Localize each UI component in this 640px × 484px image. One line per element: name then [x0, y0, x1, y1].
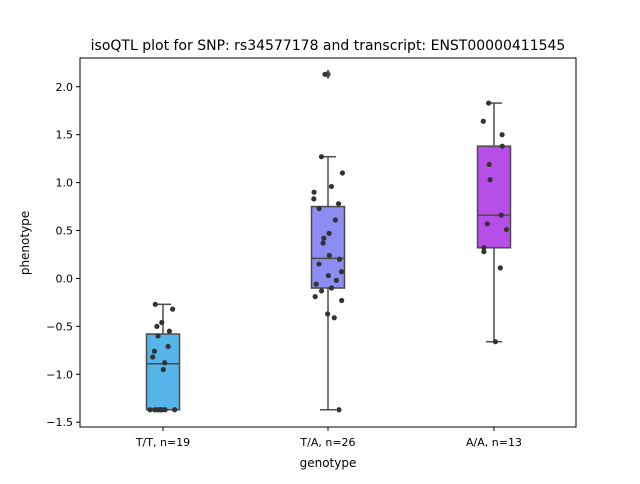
y-tick-label: 1.0 — [56, 177, 74, 190]
plot-area — [145, 69, 512, 413]
data-point — [481, 245, 487, 251]
data-point — [503, 226, 510, 233]
data-point — [331, 315, 337, 321]
data-point — [159, 319, 165, 326]
x-axis-label: genotype — [300, 456, 357, 470]
strip-points — [311, 71, 346, 413]
data-point — [480, 118, 486, 124]
y-axis: −1.5 −1.0 −0.5 0.0 0.5 1.0 1.5 2.0 — [46, 81, 80, 429]
y-tick-label: 1.5 — [56, 129, 74, 142]
chart-title: isoQTL plot for SNP: rs34577178 and tran… — [91, 38, 566, 54]
x-tick-label: T/A, n=26 — [299, 436, 355, 449]
data-point — [311, 189, 317, 195]
data-point — [320, 240, 326, 246]
data-point — [333, 277, 339, 283]
strip-points — [147, 301, 178, 413]
data-point — [321, 235, 327, 241]
data-point — [162, 360, 168, 366]
y-tick-label: −1.0 — [46, 368, 73, 381]
box — [310, 205, 346, 289]
data-point — [312, 294, 318, 300]
data-point — [316, 261, 322, 267]
data-point — [170, 306, 176, 312]
outlier-marker — [325, 69, 331, 80]
y-tick-label: −1.5 — [46, 416, 73, 429]
box-group — [310, 69, 346, 411]
data-point — [487, 177, 493, 183]
data-point — [316, 205, 322, 212]
data-point — [326, 252, 332, 259]
data-point — [318, 154, 325, 160]
y-tick-label: −0.5 — [46, 320, 73, 333]
y-tick-label: 2.0 — [56, 81, 74, 94]
data-point — [322, 71, 328, 77]
x-tick-label: A/A, n=13 — [466, 436, 522, 449]
data-point — [332, 217, 338, 223]
data-point — [165, 343, 171, 350]
data-point — [486, 100, 492, 106]
strip-points — [480, 100, 510, 345]
y-axis-label: phenotype — [18, 211, 32, 275]
data-point — [326, 230, 332, 236]
data-point — [335, 201, 342, 207]
data-point — [150, 354, 156, 360]
data-point — [154, 407, 160, 413]
data-point — [339, 170, 346, 176]
data-point — [172, 407, 178, 413]
data-point — [338, 269, 345, 275]
data-point — [336, 256, 343, 262]
data-point — [325, 311, 331, 317]
data-point — [318, 288, 325, 294]
data-point — [481, 249, 487, 255]
data-point — [499, 143, 505, 149]
data-point — [497, 265, 503, 271]
y-tick-label: 0.0 — [56, 272, 74, 285]
data-point — [151, 348, 158, 354]
data-point — [328, 183, 335, 190]
data-point — [159, 407, 165, 413]
data-point — [313, 281, 319, 287]
data-point — [498, 212, 504, 218]
data-point — [147, 407, 153, 413]
data-point — [486, 161, 492, 167]
data-point — [499, 132, 505, 138]
y-tick-label: 0.5 — [56, 225, 74, 238]
data-point — [160, 366, 166, 373]
data-point — [484, 221, 490, 227]
data-point — [166, 328, 173, 334]
data-point — [155, 333, 161, 339]
data-point — [325, 272, 332, 279]
data-point — [339, 297, 345, 304]
box — [476, 145, 512, 249]
data-point — [311, 196, 317, 202]
data-point — [492, 339, 498, 345]
data-point — [336, 407, 342, 413]
x-tick-label: T/T, n=19 — [135, 436, 190, 449]
box-group — [476, 102, 512, 343]
data-point — [152, 301, 158, 307]
data-point — [328, 285, 335, 291]
x-axis: T/T, n=19 T/A, n=26 A/A, n=13 — [135, 427, 522, 449]
data-point — [154, 323, 160, 329]
